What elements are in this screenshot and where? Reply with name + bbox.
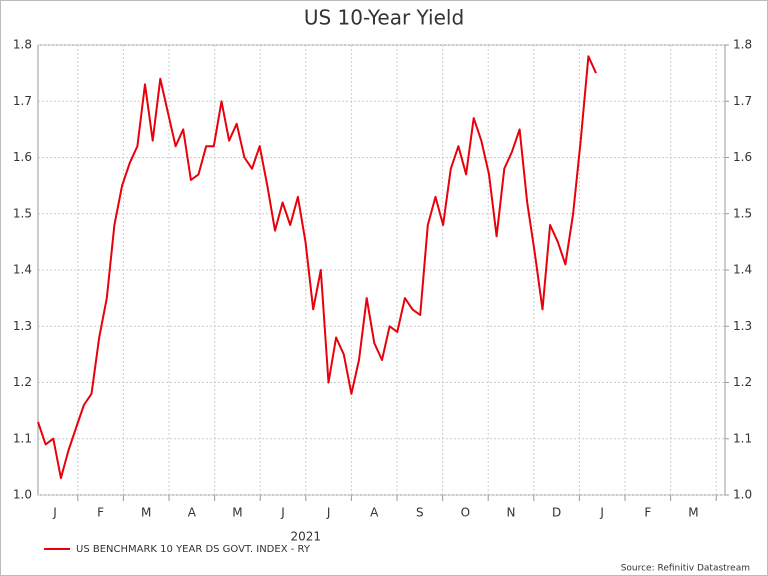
y-tick-label: 1.7 (13, 94, 32, 108)
source: Source: Refinitiv Datastream (621, 564, 750, 574)
y2-tick-label: 1.3 (733, 319, 752, 333)
legend-label: US BENCHMARK 10 YEAR DS GOVT. INDEX - RY (76, 544, 311, 555)
year-label: 2021 (291, 530, 322, 544)
y2-tick-label: 1.8 (733, 38, 752, 52)
y-tick-label: 1.2 (13, 375, 32, 389)
y-tick-label: 1.3 (13, 319, 32, 333)
y-tick-label: 1.4 (13, 263, 32, 277)
data-line (37, 55, 597, 480)
x-tick-label: N (507, 506, 516, 520)
y2-tick-label: 1.1 (733, 431, 752, 445)
x-tick-label: J (599, 506, 604, 520)
y2-tick-label: 1.0 (733, 488, 752, 502)
chart-title: US 10-Year Yield (304, 6, 464, 30)
x-tick-label: F (97, 506, 104, 520)
x-tick-label: J (280, 506, 285, 520)
x-tick-label: M (688, 506, 698, 520)
y-tick-label: 1.8 (13, 38, 32, 52)
x-tick-label: M (141, 506, 151, 520)
x-tick-label: A (188, 506, 197, 520)
y2-tick-label: 1.2 (733, 375, 752, 389)
x-tick-label: J (52, 506, 57, 520)
y2-tick-label: 1.7 (733, 94, 752, 108)
x-tick-label: F (644, 506, 651, 520)
y-tick-label: 1.0 (13, 488, 32, 502)
x-tick-label: M (232, 506, 242, 520)
y2-tick-label: 1.4 (733, 263, 752, 277)
y2-tick-label: 1.5 (733, 206, 752, 220)
x-tick-label: O (461, 506, 470, 520)
y-tick-label: 1.5 (13, 206, 32, 220)
x-tick-label: D (552, 506, 561, 520)
y-tick-label: 1.1 (13, 431, 32, 445)
x-tick-label: J (326, 506, 331, 520)
y-tick-label: 1.6 (13, 150, 32, 164)
x-tick-label: S (416, 506, 424, 520)
y2-tick-label: 1.6 (733, 150, 752, 164)
x-tick-label: A (370, 506, 379, 520)
